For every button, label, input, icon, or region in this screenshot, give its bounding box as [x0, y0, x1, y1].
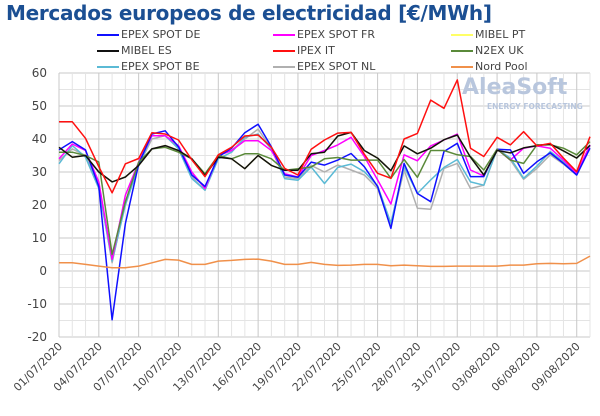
y-tick-label: -10: [27, 297, 47, 311]
legend-label: EPEX SPOT DE: [121, 28, 201, 41]
legend-label: EPEX SPOT NL: [297, 60, 376, 73]
legend-swatch: [451, 49, 473, 52]
legend-item: EPEX SPOT FR: [273, 28, 375, 41]
legend-item: MIBEL ES: [97, 44, 172, 57]
legend-item: Nord Pool: [451, 60, 528, 73]
legend-item: IPEX IT: [273, 44, 335, 57]
legend-item: EPEX SPOT NL: [273, 60, 375, 73]
legend-label: EPEX SPOT BE: [121, 60, 200, 73]
legend-label: EPEX SPOT FR: [297, 28, 376, 41]
legend-swatch: [273, 65, 295, 68]
watermark-tagline: ENERGY FORECASTING: [487, 102, 583, 111]
chart-title: Mercados europeos de electricidad [€/MWh…: [6, 1, 492, 25]
legend-label: Nord Pool: [475, 60, 528, 73]
y-tick-label: 30: [32, 165, 47, 179]
y-tick-label: 40: [32, 132, 47, 146]
series-line-ipex-it: [59, 79, 591, 194]
y-tick-label: 20: [32, 198, 47, 212]
y-tick-label: -20: [27, 330, 47, 344]
legend-swatch: [273, 49, 295, 52]
legend-label: MIBEL PT: [475, 28, 526, 41]
y-tick-label: 10: [32, 231, 47, 245]
legend-swatch: [97, 33, 119, 36]
legend-item: MIBEL PT: [451, 28, 525, 41]
legend-swatch: [97, 65, 119, 68]
legend-item: EPEX SPOT DE: [97, 28, 200, 41]
legend-swatch: [97, 49, 119, 52]
series-line-mibel-es: [58, 131, 591, 183]
legend-item: EPEX SPOT BE: [97, 60, 200, 73]
legend-label: MIBEL ES: [121, 44, 172, 57]
legend-label: IPEX IT: [297, 44, 335, 57]
legend-item: N2EX UK: [451, 44, 523, 57]
y-tick-label: 50: [32, 99, 47, 113]
legend-swatch: [273, 33, 295, 36]
legend-swatch: [451, 65, 473, 68]
watermark-logo: AleaSoft: [462, 75, 568, 100]
y-tick-label: 0: [39, 264, 47, 278]
legend-label: N2EX UK: [475, 44, 524, 57]
y-tick-label: 60: [32, 66, 47, 80]
series-line-epex-spot-de: [58, 123, 591, 321]
legend-swatch: [451, 33, 473, 36]
series-line-nord-pool: [59, 255, 591, 269]
